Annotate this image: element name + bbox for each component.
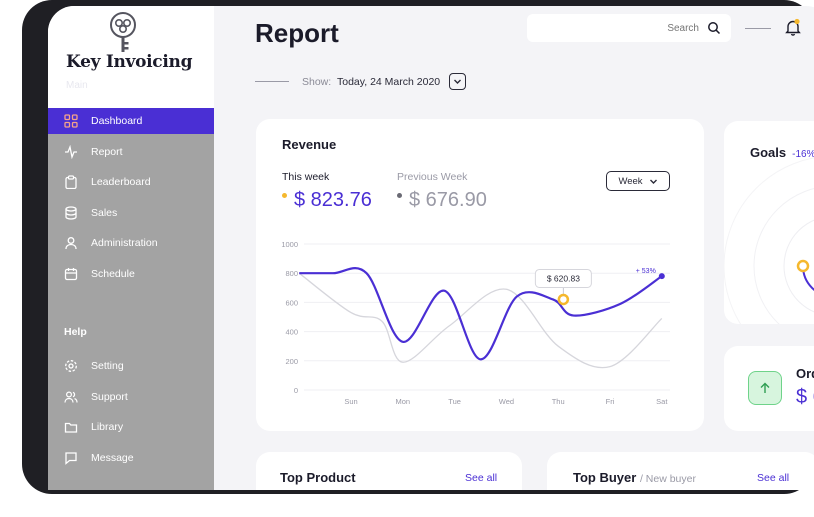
divider [255,81,289,82]
users-icon [64,390,78,404]
series-line-previous-week [298,272,663,369]
chevron-down-icon [649,179,657,184]
y-tick-label: 200 [285,357,298,366]
top-buyer-card: Top Buyer / New buyer See all [547,452,814,490]
arrow-up-icon [748,371,782,405]
orders-title: Order [796,366,814,381]
this-week-amount: $ 823.76 [294,189,372,211]
x-tick-label: Fri [606,397,615,406]
sidebar-item-label: Sales [91,207,118,219]
chevron-down-icon [454,79,461,84]
calendar-icon [64,267,78,281]
orders-value: $ 65 [796,386,814,408]
sidebar-item-schedule[interactable]: Schedule [48,261,214,287]
this-week-dot [282,193,287,198]
y-tick-label: 800 [285,269,298,278]
sidebar-item-administration[interactable]: Administration [48,230,214,256]
series-line-this-week [299,267,663,361]
tooltip-box [534,268,592,288]
top-buyer-see-all-link[interactable]: See all [757,472,790,484]
this-week-label: This week [282,171,330,183]
goals-title-text: Goals [750,145,787,160]
top-buyer-subtitle: / New buyer [639,473,696,485]
page-title: Report [255,18,339,48]
sidebar-item-library[interactable]: Library [48,414,214,440]
sidebar-item-report[interactable]: Report [48,139,214,165]
device-frame: Key Invoicing Main Dashboard Report L [22,0,814,494]
goals-title: Goals -16% [750,145,814,160]
x-tick-label: Sun [344,397,357,406]
goals-radial-chart [724,157,814,324]
message-icon [64,451,78,465]
top-product-see-all-link[interactable]: See all [465,472,498,484]
series-end-point [658,273,665,280]
tooltip-value: $ 620.83 [547,273,580,283]
previous-week-dot [397,193,402,198]
goals-change: -16% [792,149,814,160]
search-icon[interactable] [707,21,721,35]
period-select-label: Week [618,175,643,187]
sidebar-item-label: Support [91,391,128,403]
sidebar: Dashboard Report Leaderboard Sales [48,108,214,490]
folder-icon [64,420,78,434]
y-tick-label: 0 [294,386,298,395]
y-tick-label: 600 [285,298,298,307]
sidebar-item-label: Schedule [91,268,135,280]
sidebar-item-dashboard[interactable]: Dashboard [48,108,214,134]
show-label: Show: [302,76,332,88]
x-tick-label: Thu [552,397,565,406]
tooltip-point [557,293,570,306]
sidebar-item-support[interactable]: Support [48,384,214,410]
revenue-line-chart: 1000 800 600 400 200 0 Sun Mon Tue Wed Thu Fri Sat + … [281,240,670,406]
notification-bell-icon[interactable] [784,18,802,36]
sidebar-item-label: Administration [91,237,158,249]
main-section-label: Main [66,80,88,91]
date-selector-value: Today, 24 March 2020 [337,76,441,88]
sidebar-item-setting[interactable]: Setting [48,353,214,379]
y-tick-label: 400 [285,328,298,337]
divider [745,28,771,29]
x-tick-label: Wed [499,397,514,406]
previous-week-label: Previous Week [397,171,468,183]
gear-icon [64,359,78,373]
sidebar-item-label: Library [91,421,124,433]
goals-card: Goals-16% 7 [724,121,814,324]
sidebar-item-label: Leaderboard [91,176,151,188]
top-product-title: Top Product [280,470,356,485]
sidebar-item-label: Dashboard [91,115,143,127]
sidebar-item-label: Message [91,452,134,464]
sidebar-item-leaderboard[interactable]: Leaderboard [48,169,214,195]
top-product-card: Top Product See all [256,452,522,490]
change-label: + 53% [636,268,656,275]
help-section-label: Help [64,326,87,338]
y-tick-label: 1000 [281,240,298,249]
user-icon [64,236,78,250]
x-tick-label: Mon [396,397,411,406]
search-input[interactable] [549,22,699,34]
date-dropdown-button[interactable] [449,73,466,90]
app-screen: Key Invoicing Main Dashboard Report L [48,6,814,490]
top-buyer-title: Top Buyer / New buyer [573,470,696,485]
period-select[interactable]: Week [606,171,670,191]
sidebar-item-message[interactable]: Message [48,445,214,471]
brand-name: Key Invoicing [66,52,193,72]
dashboard-grid-icon [64,114,78,128]
clipboard-icon [64,175,78,189]
sidebar-item-label: Setting [91,360,124,372]
database-icon [64,206,78,220]
brand-area: Key Invoicing Main [48,6,214,108]
previous-week-amount: $ 676.90 [409,189,487,211]
x-tick-label: Tue [448,397,461,406]
orders-card: Order $ 65 [724,346,814,431]
key-logo-icon [110,12,136,52]
search-bar [527,14,731,42]
revenue-title: Revenue [282,137,337,152]
x-tick-label: Sat [656,397,668,406]
sidebar-item-sales[interactable]: Sales [48,200,214,226]
revenue-card: Revenue This week $ 823.76 Previous Week… [256,119,704,431]
top-buyer-title-text: Top Buyer [573,470,637,485]
activity-icon [64,145,78,159]
sidebar-item-label: Report [91,146,123,158]
